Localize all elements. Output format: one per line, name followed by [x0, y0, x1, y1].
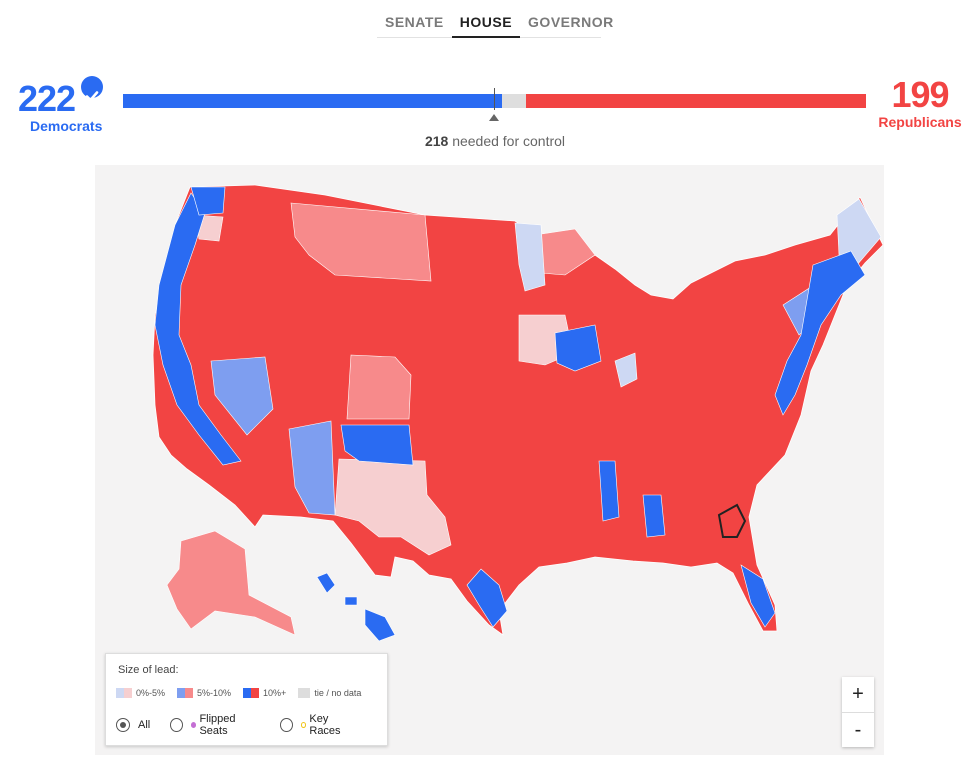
filter-flipped-seats[interactable]: Flipped Seats	[170, 713, 260, 737]
region-illinois-tilt-d[interactable]	[614, 352, 638, 388]
majority-text: needed for control	[452, 133, 566, 149]
region-new-mexico-strong-d[interactable]	[340, 424, 414, 466]
swatch-tie	[298, 688, 311, 698]
region-hawaii-strong-d[interactable]	[316, 572, 396, 642]
zoom-out-button[interactable]: -	[842, 712, 874, 747]
filter-all[interactable]: All	[116, 718, 150, 732]
legend-key-label: tie / no data	[314, 688, 362, 698]
region-florida-strong-d[interactable]	[740, 564, 776, 628]
tab-governor[interactable]: GOVERNOR	[528, 14, 614, 30]
democrats-label: Democrats	[30, 118, 103, 134]
majority-note: 218 needed for control	[380, 133, 610, 149]
democrat-seat-fill	[123, 94, 503, 108]
legend-key-0-5: 0%-5%	[116, 688, 165, 698]
filter-key-races-label: Key Races	[309, 713, 341, 737]
region-texas-tilt-r[interactable]	[334, 458, 452, 556]
race-tabs: SENATE HOUSE GOVERNOR	[377, 8, 613, 38]
region-montana-lean-r[interactable]	[290, 202, 432, 282]
swatch-lean-d	[177, 688, 186, 698]
zoom-in-button[interactable]: +	[852, 683, 864, 705]
region-chicago-strong-d[interactable]	[554, 324, 602, 372]
flipped-dot-icon	[191, 722, 197, 728]
filter-flipped-label: Flipped Seats	[199, 713, 236, 737]
region-texas-gulf-strong-d[interactable]	[466, 568, 508, 628]
region-seattle-strong-d[interactable]	[190, 186, 226, 216]
region-nevada-lean-d[interactable]	[210, 356, 274, 436]
republican-seat-fill	[526, 94, 866, 108]
map-filter-options: All Flipped Seats Key Races	[116, 713, 377, 737]
tab-senate[interactable]: SENATE	[385, 14, 444, 30]
democrats-count-row: 222	[18, 76, 108, 118]
us-map-svg	[152, 184, 884, 642]
swatch-tilt-d	[116, 688, 124, 698]
legend-keys: 0%-5% 5%-10% 10%+ tie / no data	[116, 688, 377, 698]
majority-marker-icon	[489, 114, 499, 121]
swatch-tilt-r	[124, 688, 132, 698]
region-minnesota-tilt-d[interactable]	[514, 222, 546, 292]
swatch-lean-r	[185, 688, 194, 698]
house-district-map[interactable]	[95, 165, 884, 755]
legend-key-label: 0%-5%	[136, 688, 166, 698]
map-legend: Size of lead: 0%-5% 5%-10% 10%+ tie / no…	[105, 653, 388, 746]
check-icon	[81, 76, 104, 102]
key-race-dot-icon	[300, 722, 307, 728]
region-colorado-lean-r[interactable]	[346, 354, 412, 420]
radio-all[interactable]	[116, 718, 130, 732]
majority-number: 218	[424, 133, 449, 149]
zoom-controls: + -	[842, 677, 874, 747]
contiguous-us[interactable]	[152, 184, 884, 636]
democrats-summary: 222 Democrats	[18, 76, 108, 134]
region-arizona-lean-d[interactable]	[288, 420, 336, 516]
region-atlanta-strong-d[interactable]	[642, 494, 666, 538]
radio-flipped-seats[interactable]	[170, 718, 184, 732]
legend-key-label: 5%-10%	[197, 688, 232, 698]
radio-key-races[interactable]	[280, 718, 293, 732]
republicans-seat-count: 199	[891, 74, 949, 115]
region-alaska-lean-r[interactable]	[166, 530, 296, 636]
region-maine-tilt-d[interactable]	[836, 198, 882, 266]
region-west-coast-strong-d[interactable]	[154, 192, 242, 466]
democrats-seat-count: 222	[18, 78, 76, 119]
tab-house[interactable]: HOUSE	[451, 8, 521, 38]
region-mississippi-strong-d[interactable]	[598, 460, 620, 522]
region-northeast-strong-d[interactable]	[774, 250, 866, 416]
republicans-summary: 199 Republicans	[878, 74, 962, 131]
majority-line	[494, 88, 495, 110]
filter-key-races[interactable]: Key Races	[280, 713, 357, 737]
filter-all-label: All	[138, 719, 151, 731]
republicans-label: Republicans	[878, 114, 962, 130]
swatch-strong-d	[243, 688, 252, 698]
highlighted-district-outline[interactable]	[717, 503, 747, 538]
legend-key-label: 10%+	[263, 688, 287, 698]
legend-key-10-plus: 10%+	[243, 688, 286, 698]
legend-key-5-10: 5%-10%	[177, 688, 231, 698]
legend-title: Size of lead:	[118, 664, 179, 676]
swatch-strong-r	[251, 688, 260, 698]
legend-key-tie: tie / no data	[298, 688, 361, 698]
